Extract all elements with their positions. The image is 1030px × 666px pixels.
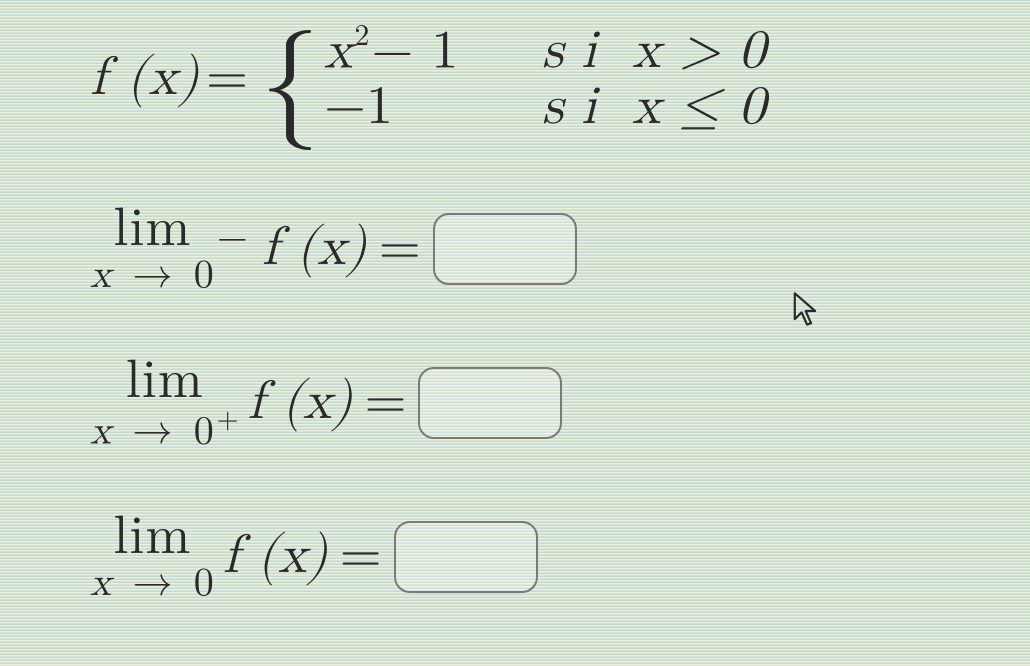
- cond-value: 0: [738, 24, 765, 78]
- limit-sign: −: [217, 204, 248, 262]
- mouse-cursor-icon: [792, 292, 822, 336]
- cond-var: x: [632, 24, 661, 78]
- equals-sign: =: [206, 51, 248, 105]
- lim-text: lim: [113, 204, 191, 255]
- cond-prefix: s i: [542, 24, 596, 78]
- case-superscript: 2: [355, 21, 370, 51]
- arrow-icon: →: [132, 255, 173, 295]
- cond-relation: >: [679, 24, 721, 78]
- arrow-icon: →: [132, 411, 173, 451]
- approach-var: x: [90, 411, 112, 451]
- case-row: x2− 1 s i x > 0: [324, 22, 765, 78]
- lim-operator: lim x → 0+: [90, 356, 239, 451]
- limit-right: lim x → 0+ f (x) =: [90, 356, 970, 451]
- limit-two-sided: lim x → 0 f (x) =: [90, 512, 970, 601]
- lim-operator: lim x → 0: [90, 512, 215, 601]
- lim-approach: x → 0+: [90, 407, 239, 450]
- lim-text: lim: [113, 512, 191, 563]
- answer-input[interactable]: [418, 367, 562, 439]
- piecewise-cases: x2− 1 s i x > 0 −1 s i x ≤ 0: [324, 22, 765, 134]
- approach-var: x: [90, 563, 112, 603]
- lim-operator: lim x → 0: [90, 204, 215, 293]
- fx-text: f (x): [262, 216, 367, 281]
- approach-val: 0: [194, 563, 215, 603]
- case-plain: −1: [324, 80, 393, 134]
- answer-input[interactable]: [433, 213, 577, 285]
- fx-text: f (x): [223, 524, 328, 589]
- case-expression: x2− 1: [324, 22, 514, 78]
- lim-text: lim: [126, 356, 204, 407]
- case-expression: −1: [324, 80, 514, 134]
- cond-relation: ≤: [679, 80, 721, 134]
- limit-left: lim x → 0 − f (x) =: [90, 204, 970, 293]
- limit-sign: +: [217, 406, 240, 434]
- arrow-icon: →: [132, 563, 173, 603]
- case-tail: − 1: [371, 24, 458, 78]
- fx-label: f (x): [90, 51, 200, 105]
- case-condition: s i x ≤ 0: [542, 80, 765, 134]
- approach-val: 0: [194, 411, 215, 451]
- lim-approach: x → 0: [90, 256, 215, 294]
- answer-input[interactable]: [394, 521, 538, 593]
- case-base: x: [324, 24, 353, 78]
- case-condition: s i x > 0: [542, 24, 765, 78]
- approach-val: 0: [194, 255, 215, 295]
- cond-value: 0: [738, 80, 765, 134]
- piecewise-definition: f (x) = { x2− 1 s i x > 0 −1 s i: [90, 22, 970, 134]
- fx-text: f (x): [247, 370, 352, 435]
- approach-var: x: [90, 255, 112, 295]
- cond-var: x: [632, 80, 661, 134]
- left-brace-icon: {: [260, 36, 320, 132]
- math-content: f (x) = { x2− 1 s i x > 0 −1 s i: [0, 0, 1030, 602]
- case-row: −1 s i x ≤ 0: [324, 80, 765, 134]
- lim-approach: x → 0: [90, 564, 215, 602]
- equals-sign: =: [340, 524, 382, 589]
- cond-prefix: s i: [542, 80, 596, 134]
- equals-sign: =: [379, 216, 421, 281]
- equals-sign: =: [364, 370, 406, 435]
